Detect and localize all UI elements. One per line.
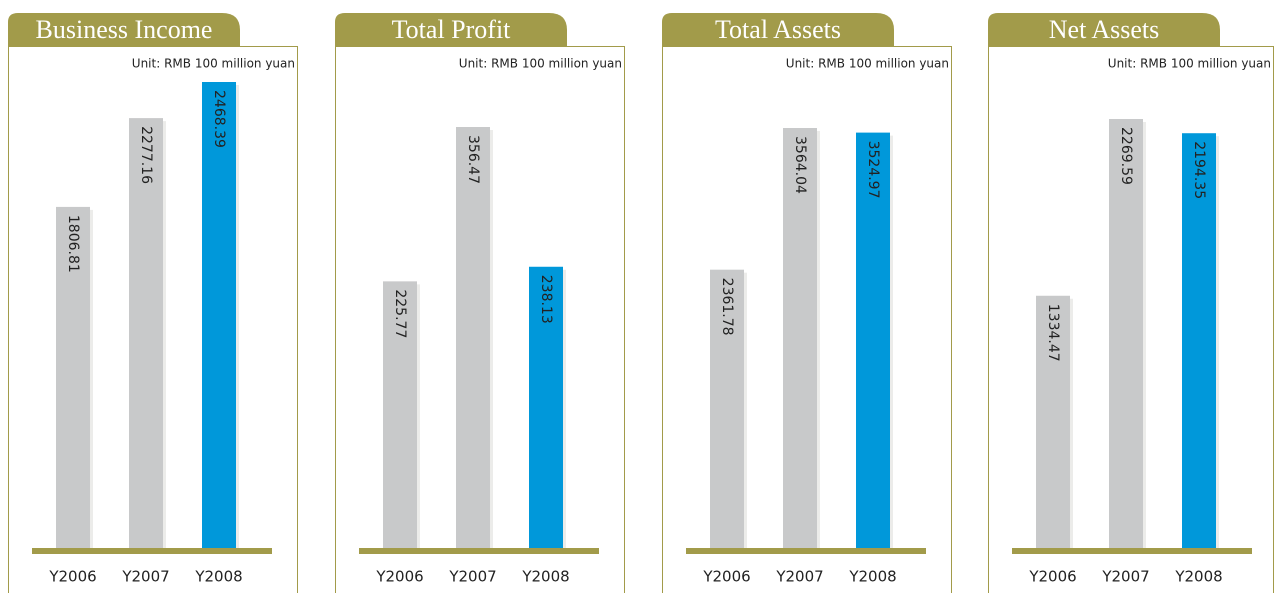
x-tick-label: Y2008 — [1174, 568, 1222, 586]
bar — [1109, 119, 1143, 548]
chart-panel: Net Assets Unit: RMB 100 million yuan 1334… — [988, 13, 1274, 593]
value-label: 2277.16 — [138, 126, 154, 184]
bar — [783, 128, 817, 548]
unit-label: Unit: RMB 100 million yuan — [1108, 57, 1271, 71]
unit-label: Unit: RMB 100 million yuan — [132, 57, 295, 71]
bar — [1182, 133, 1216, 549]
chart-panel: Total Assets Unit: RMB 100 million yuan 23… — [662, 13, 952, 593]
unit-label: Unit: RMB 100 million yuan — [786, 57, 949, 71]
value-label: 3524.97 — [865, 141, 881, 199]
bar — [202, 82, 236, 548]
bar — [456, 127, 490, 548]
bar — [856, 132, 890, 548]
x-tick-label: Y2008 — [521, 568, 569, 586]
value-label: 2269.59 — [1118, 127, 1134, 185]
title-tab — [988, 13, 1220, 47]
chart-panel: Business Income Unit: RMB 100 million yua… — [8, 13, 298, 593]
chart-title: Business Income — [36, 15, 213, 44]
value-label: 2194.35 — [1191, 141, 1207, 199]
bar — [56, 206, 90, 549]
value-label: 356.47 — [465, 135, 481, 184]
baseline — [686, 548, 926, 554]
x-tick-label: Y2007 — [775, 568, 823, 586]
unit-label: Unit: RMB 100 million yuan — [459, 57, 622, 71]
bar — [529, 266, 563, 548]
x-tick-label: Y2007 — [448, 568, 496, 586]
chart-title: Total Profit — [392, 15, 512, 44]
chart-panel: Total Profit Unit: RMB 100 million yuan 22… — [335, 13, 625, 593]
x-tick-label: Y2006 — [702, 568, 750, 586]
bar — [383, 281, 417, 548]
x-tick-label: Y2007 — [121, 568, 169, 586]
x-tick-label: Y2008 — [194, 568, 242, 586]
value-label: 2468.39 — [211, 90, 227, 148]
value-label: 225.77 — [392, 289, 408, 338]
title-tab — [8, 13, 240, 47]
baseline — [1012, 548, 1252, 554]
chart-title: Total Assets — [715, 15, 841, 44]
x-tick-label: Y2008 — [848, 568, 896, 586]
x-tick-label: Y2006 — [375, 568, 423, 586]
value-label: 2361.78 — [719, 278, 735, 336]
baseline — [32, 548, 272, 554]
x-tick-label: Y2007 — [1101, 568, 1149, 586]
value-label: 1334.47 — [1045, 304, 1061, 362]
value-label: 3564.04 — [792, 136, 808, 194]
bar — [710, 269, 744, 548]
baseline — [359, 548, 599, 554]
bar — [1036, 295, 1070, 548]
title-tab — [662, 13, 894, 47]
title-tab — [335, 13, 567, 47]
value-label: 1806.81 — [65, 215, 81, 273]
x-tick-label: Y2006 — [48, 568, 96, 586]
chart-title: Net Assets — [1049, 15, 1160, 44]
x-tick-label: Y2006 — [1028, 568, 1076, 586]
value-label: 238.13 — [538, 275, 554, 324]
bar — [129, 118, 163, 548]
